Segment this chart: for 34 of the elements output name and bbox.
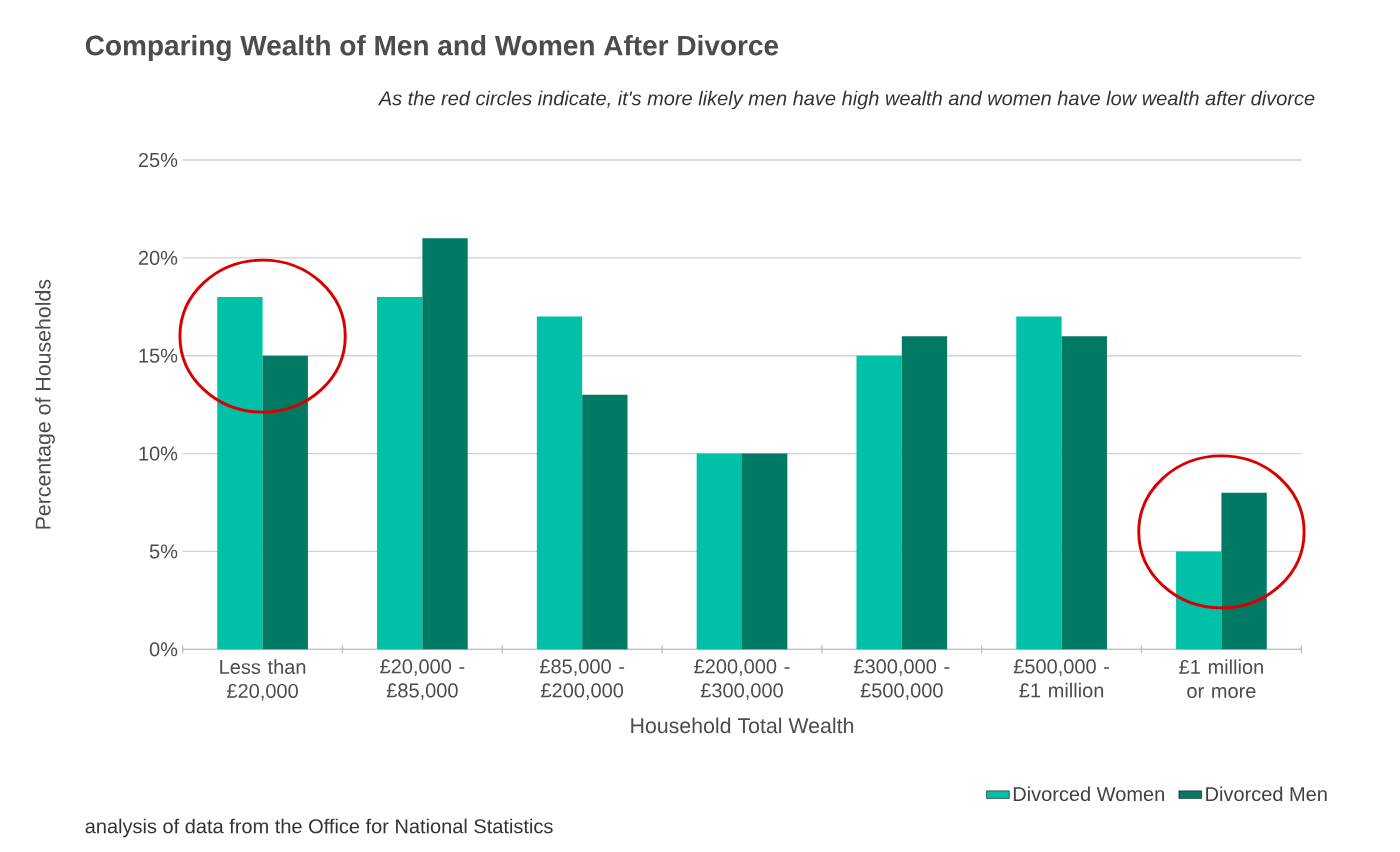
bar: [217, 297, 263, 650]
bar: [1221, 492, 1267, 650]
y-tick-label: 20%: [138, 250, 178, 265]
y-tick-label: 25%: [138, 152, 178, 168]
x-tick-label: £200,000 - £300,000: [694, 659, 790, 700]
bar: [262, 355, 308, 650]
bar: [422, 238, 468, 650]
bar: [536, 316, 583, 650]
bar: [377, 297, 423, 650]
y-tick-label: 10%: [139, 446, 178, 461]
bar: [901, 336, 948, 650]
legend-label: Divorced Men: [1206, 786, 1327, 802]
x-tick-label: Less than £20,000: [220, 659, 306, 701]
text: analysis of data from the Office for National Statistics: [85, 818, 553, 838]
bar: [856, 355, 902, 650]
x-tick-label: £20,000 - £85,000: [380, 659, 465, 700]
bar: [1061, 336, 1107, 650]
x-tick-label: £1 million or more: [1179, 659, 1263, 699]
x-tick-label: £85,000 - £200,000: [539, 659, 625, 700]
bar: [742, 453, 788, 650]
bar: [696, 453, 742, 650]
bar: [582, 394, 628, 650]
bar: [1176, 551, 1222, 650]
x-tick-label: £500,000 - £1 million: [1013, 659, 1110, 698]
legend-label: Divorced Women: [1013, 786, 1164, 802]
y-tick-label: 5%: [149, 544, 178, 559]
y-axis-title: Percentage of Households: [35, 279, 55, 529]
chart-title: Comparing Wealth of Men and Women After Divorce: [85, 34, 779, 62]
bar: [1016, 316, 1062, 650]
chart-subtitle: As the red circles indicate, it's more likely men have high wealth and women have low wealth after divorce: [377, 90, 1315, 110]
x-axis-title: Household Total Wealth: [631, 717, 854, 734]
x-tick-label: £300,000 - £500,000: [854, 659, 950, 700]
y-tick-label: 0%: [149, 642, 178, 657]
y-tick-label: 15%: [139, 348, 178, 363]
